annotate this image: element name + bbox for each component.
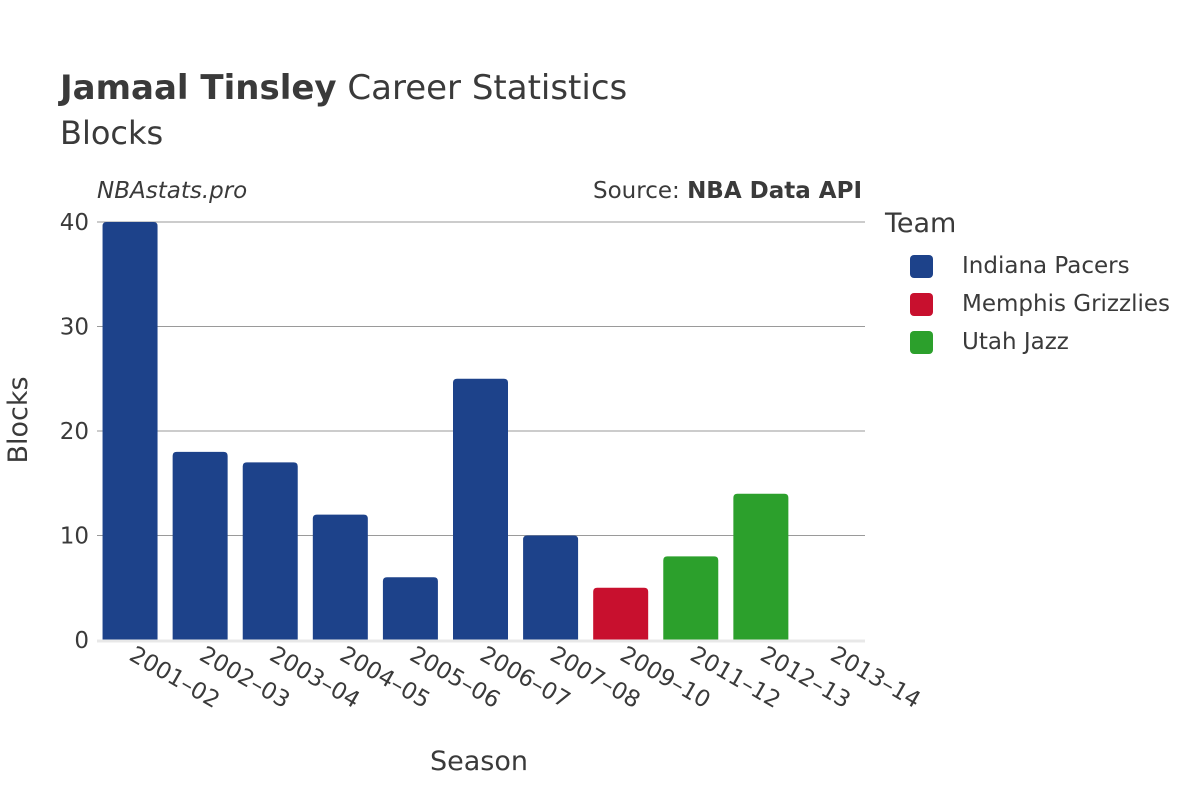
y-tick-label: 30 xyxy=(60,315,89,341)
source-name: NBA Data API xyxy=(687,178,862,204)
y-tick-label: 40 xyxy=(60,210,89,236)
bar xyxy=(453,378,508,640)
legend-swatch xyxy=(910,292,933,316)
bar xyxy=(312,514,368,640)
site-credit: NBAstats.pro xyxy=(97,178,248,204)
legend-swatch xyxy=(910,330,933,354)
source-prefix: Source: xyxy=(593,178,688,204)
chart-subtitle: Blocks xyxy=(60,114,164,152)
legend-item-utah-jazz[interactable]: Utah Jazz xyxy=(885,323,1170,361)
title-player: Jamaal Tinsley xyxy=(60,68,337,108)
bar xyxy=(663,556,719,640)
chart-title: Jamaal Tinsley Career Statistics xyxy=(60,68,627,108)
bar xyxy=(523,535,579,640)
y-axis-title: Blocks xyxy=(3,376,34,463)
legend-item-memphis-grizzlies[interactable]: Memphis Grizzlies xyxy=(885,285,1170,323)
legend-swatch xyxy=(910,254,933,278)
legend-label: Memphis Grizzlies xyxy=(962,291,1170,317)
source-credit: Source: NBA Data API xyxy=(593,178,862,204)
y-tick-label: 20 xyxy=(60,419,89,445)
bar xyxy=(172,451,228,640)
bar xyxy=(733,493,789,640)
legend-item-indiana-pacers[interactable]: Indiana Pacers xyxy=(885,247,1170,285)
x-axis-title: Season xyxy=(430,746,528,777)
title-rest: Career Statistics xyxy=(336,68,628,108)
bar xyxy=(242,462,298,640)
bar xyxy=(593,587,649,640)
y-tick-label: 0 xyxy=(74,628,89,654)
legend-label: Indiana Pacers xyxy=(962,253,1130,279)
bar xyxy=(102,222,158,640)
y-tick-label: 10 xyxy=(60,524,89,550)
legend-title: Team xyxy=(885,208,957,239)
bar xyxy=(382,577,438,640)
legend: Team Indiana Pacers Memphis Grizzlies Ut… xyxy=(885,208,1170,361)
legend-label: Utah Jazz xyxy=(962,329,1069,355)
